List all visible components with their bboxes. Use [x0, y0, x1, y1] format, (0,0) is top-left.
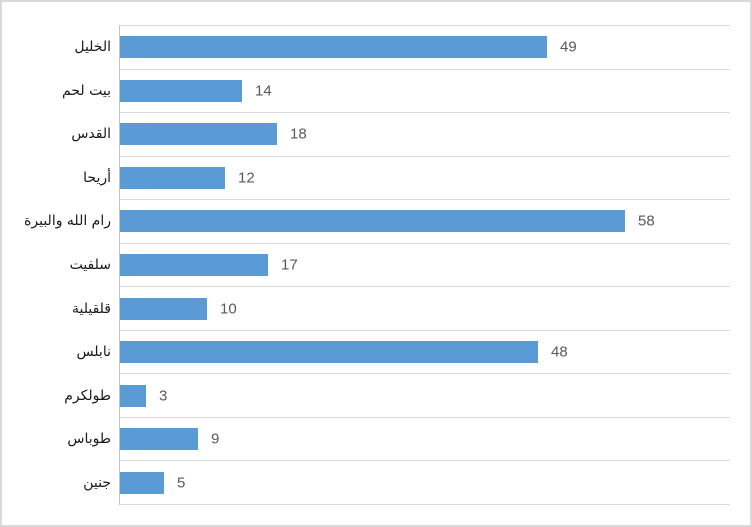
plot-area: الخليل 49 بيت لحم 14 القدس 18 أريحا 12 رام الله … [24, 25, 730, 506]
value-label: 18 [290, 125, 307, 143]
category-label: قلقيلية [72, 300, 111, 317]
bar [120, 297, 207, 320]
bar [120, 471, 164, 494]
chart-row: قلقيلية 10 [72, 287, 730, 331]
category-label: سلفيت [69, 257, 111, 273]
category-label: رام الله والبيرة [24, 213, 111, 230]
bar [120, 36, 547, 59]
value-label: 12 [238, 169, 255, 187]
chart-row: طوباس 9 [67, 418, 730, 462]
category-label: طوباس [67, 431, 111, 448]
value-label: 5 [177, 474, 186, 492]
bar [120, 166, 225, 189]
chart-row: بيت لحم 14 [62, 70, 730, 114]
bar [120, 341, 538, 364]
value-label: 48 [551, 343, 568, 361]
chart-row: جنين 5 [83, 461, 730, 506]
bar [120, 254, 268, 276]
bar [120, 123, 277, 146]
category-label: طولكرم [64, 387, 111, 404]
bar [120, 79, 242, 102]
category-label: الخليل [74, 39, 111, 56]
value-label: 9 [211, 430, 220, 448]
value-label: 17 [281, 256, 298, 274]
value-label: 49 [560, 38, 577, 56]
bar [120, 384, 146, 407]
category-label: نابلس [76, 344, 111, 361]
chart-row: أريحا 12 [83, 157, 730, 201]
value-label: 14 [255, 82, 272, 100]
category-label: أريحا [83, 169, 111, 186]
value-label: 10 [220, 300, 237, 318]
category-label: جنين [83, 474, 111, 491]
chart-row: طولكرم 3 [64, 374, 730, 418]
bar [120, 428, 198, 451]
value-label: 58 [638, 212, 655, 230]
category-label: بيت لحم [62, 82, 111, 99]
bar [120, 210, 625, 233]
chart-row: الخليل 49 [74, 26, 730, 70]
chart-row: القدس 18 [71, 113, 730, 157]
chart-row: نابلس 48 [76, 331, 730, 375]
value-label: 3 [159, 387, 168, 405]
category-label: القدس [71, 126, 111, 143]
chart-row: سلفيت 17 [70, 244, 730, 288]
chart-row: رام الله والبيرة 58 [24, 200, 730, 244]
